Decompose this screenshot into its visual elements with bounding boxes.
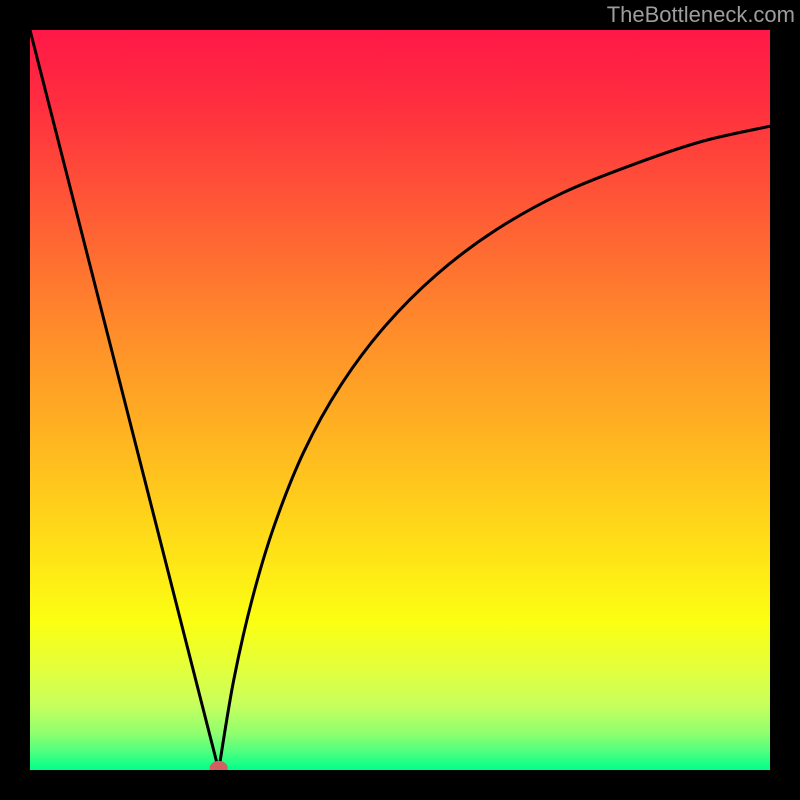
watermark-text: TheBottleneck.com (607, 2, 795, 28)
plot-svg (30, 30, 770, 770)
plot-area (30, 30, 770, 770)
chart-outer: TheBottleneck.com (0, 0, 800, 800)
gradient-bg (30, 30, 770, 770)
